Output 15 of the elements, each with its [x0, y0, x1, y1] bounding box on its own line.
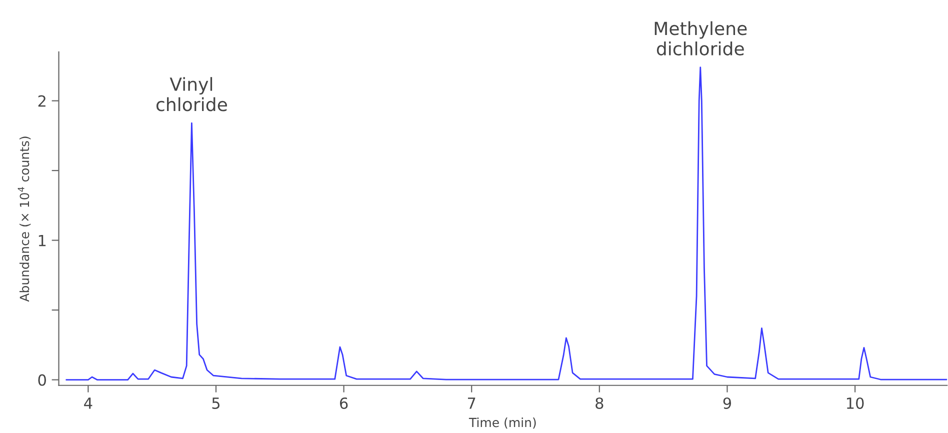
x-tick-label: 5	[212, 398, 220, 409]
x-axis-title: Time (min)	[468, 418, 536, 429]
y-tick-label: 0	[38, 374, 46, 386]
x-tick-label: 9	[723, 397, 732, 409]
annotation: Vinyl chloride	[156, 77, 227, 112]
x-tick-label: 4	[84, 398, 92, 409]
line-series	[66, 66, 948, 380]
x-tick-label: 6	[340, 397, 348, 409]
y-axis-title: Abundance (× 10$^{4}$ counts)	[18, 136, 31, 302]
x-tick-label: 8	[596, 397, 604, 409]
x-tick-label: 7	[468, 398, 476, 409]
y-tick-label: 2	[38, 95, 46, 107]
annotation: Methylene dichloride	[654, 21, 747, 56]
y-tick-label: 1	[38, 234, 46, 246]
x-tick-label: 10	[846, 397, 864, 409]
